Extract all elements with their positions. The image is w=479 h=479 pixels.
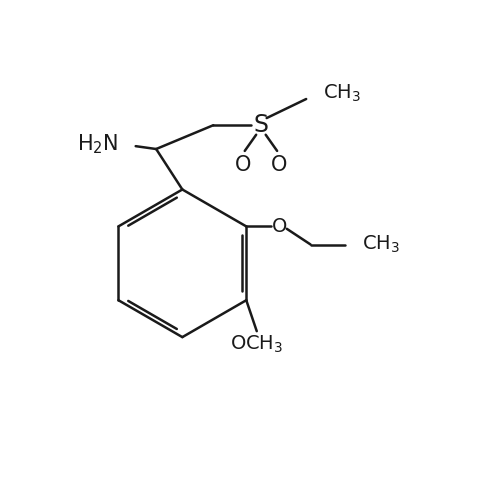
Text: OCH$_3$: OCH$_3$ [230,334,284,355]
Text: H$_2$N: H$_2$N [77,133,118,156]
Text: O: O [271,155,287,175]
Text: O: O [235,155,251,175]
Text: CH$_3$: CH$_3$ [323,83,361,104]
Text: O: O [272,217,287,236]
Text: S: S [253,113,268,137]
Text: CH$_3$: CH$_3$ [362,234,399,255]
